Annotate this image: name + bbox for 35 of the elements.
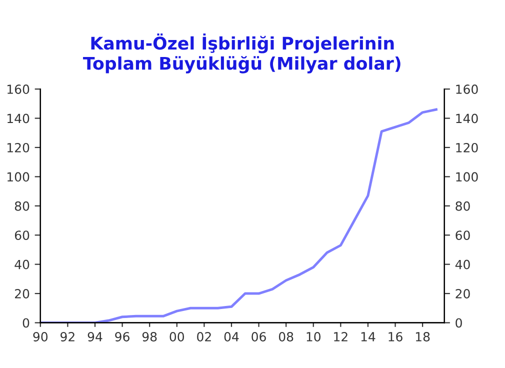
x-tick-label: 92 — [60, 332, 74, 342]
x-tick-label: 90 — [33, 332, 48, 342]
y-tick-label: 140 — [7, 114, 30, 124]
y-tick-label: 0 — [22, 318, 30, 328]
x-tick-label: 16 — [388, 332, 402, 342]
y2-tick-label: 100 — [456, 172, 478, 182]
chart-title: Kamu-Özel İşbirliği Projelerinin Toplam Büyüklüğü (Milyar dolar) — [83, 33, 400, 74]
y2-tick-label: 20 — [456, 289, 470, 298]
y-tick-label: 60 — [14, 230, 30, 240]
x-tick-label: 14 — [361, 332, 376, 342]
x-tick-label: 18 — [416, 332, 430, 342]
y-tick-label: 100 — [7, 172, 30, 182]
y2-tick-label: 80 — [456, 201, 470, 211]
y2-tick-label: 160 — [456, 84, 478, 94]
y2-tick-label: 40 — [455, 260, 470, 270]
x-tick-label: 04 — [224, 332, 239, 342]
y-tick-label: 160 — [7, 84, 30, 94]
x-tick-label: 06 — [252, 332, 266, 342]
y-tick-label: 120 — [7, 142, 30, 152]
line-series — [40, 108, 438, 323]
x-tick-label: 94 — [88, 332, 102, 342]
y-tick-label: 40 — [14, 260, 30, 270]
x-tick-label: 12 — [334, 332, 348, 342]
y2-tick-label: 140 — [456, 114, 478, 124]
x-tick-label: 10 — [306, 332, 320, 342]
x-tick-label: 00 — [170, 332, 184, 342]
y2-tick-label: 0 — [456, 318, 462, 328]
x-tick-label: 02 — [197, 332, 211, 342]
y2-tick-label: 120 — [456, 142, 478, 152]
y-tick-label: 20 — [14, 289, 30, 298]
x-tick-label: 96 — [115, 332, 130, 342]
y-tick-label: 80 — [14, 201, 30, 211]
x-tick-label: 98 — [142, 332, 157, 342]
x-tick-label: 08 — [278, 332, 294, 342]
y2-tick-label: 60 — [456, 230, 470, 240]
